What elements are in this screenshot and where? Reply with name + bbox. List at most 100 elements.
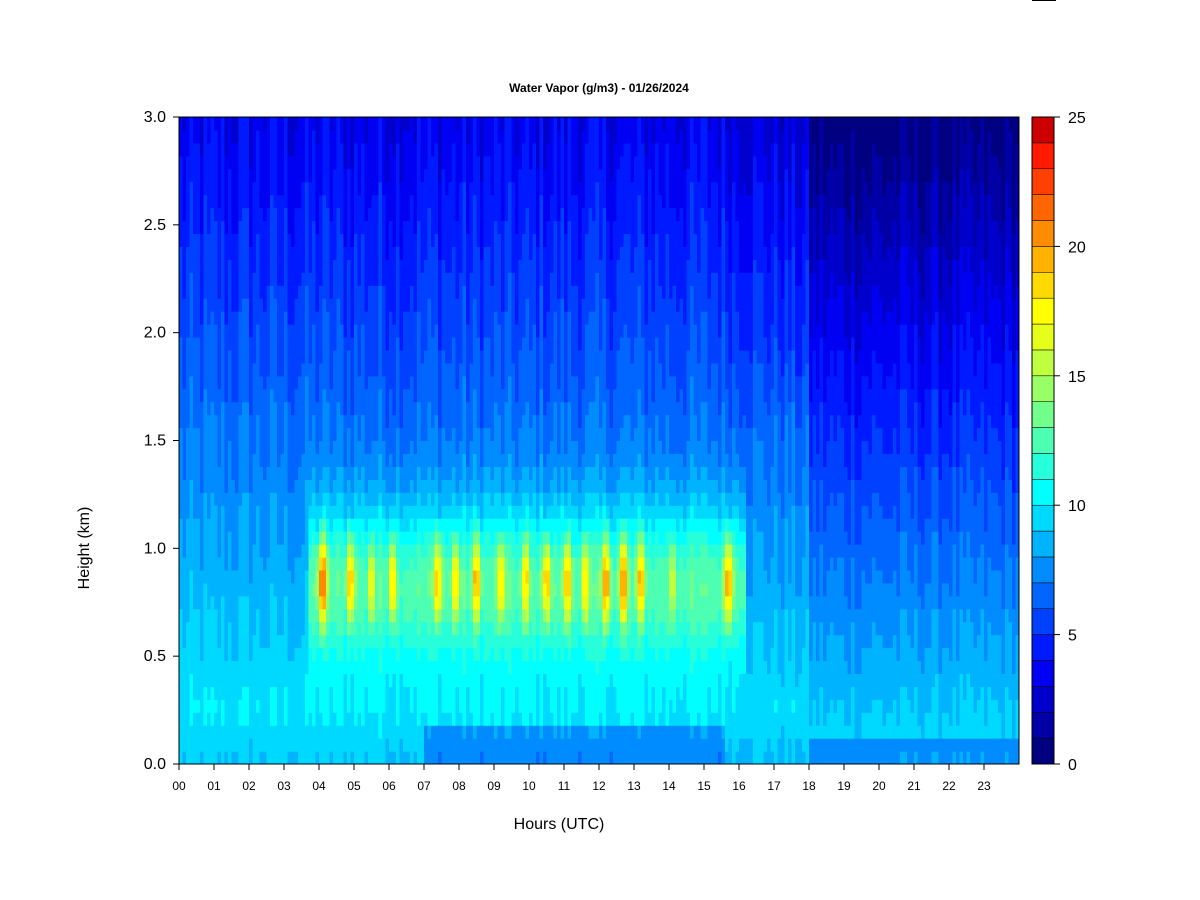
heatmap-cell xyxy=(291,233,296,247)
heatmap-cell xyxy=(287,117,292,131)
heatmap-cell xyxy=(214,608,219,623)
heatmap-cell xyxy=(228,634,233,649)
heatmap-cell xyxy=(431,427,436,442)
heatmap-cell xyxy=(469,660,474,675)
heatmap-cell xyxy=(459,725,464,739)
heatmap-cell xyxy=(228,155,233,170)
heatmap-cell xyxy=(294,712,299,726)
heatmap-cell xyxy=(452,414,457,429)
heatmap-cell xyxy=(350,427,355,442)
heatmap-cell xyxy=(210,401,215,416)
heatmap-cell xyxy=(504,427,509,442)
heatmap-cell xyxy=(284,259,289,273)
heatmap-cell xyxy=(469,129,474,144)
heatmap-cell xyxy=(420,220,425,235)
heatmap-cell xyxy=(371,699,376,713)
heatmap-cell xyxy=(406,129,411,144)
heatmap-cell xyxy=(235,492,240,506)
heatmap-cell xyxy=(315,168,320,183)
heatmap-cell xyxy=(469,401,474,416)
heatmap-cell xyxy=(343,479,348,493)
heatmap-cell xyxy=(480,751,485,764)
heatmap-cell xyxy=(522,556,527,571)
heatmap-cell xyxy=(287,621,292,636)
heatmap-cell xyxy=(364,311,369,325)
heatmap-cell xyxy=(273,207,278,222)
heatmap-cell xyxy=(203,427,208,442)
heatmap-cell xyxy=(508,751,513,764)
heatmap-cell xyxy=(361,479,366,493)
heatmap-cell xyxy=(298,375,303,390)
heatmap-cell xyxy=(399,479,404,493)
heatmap-cell xyxy=(217,712,222,726)
heatmap-cell xyxy=(371,518,376,532)
heatmap-cell xyxy=(270,595,275,610)
heatmap-cell xyxy=(308,647,313,662)
heatmap-cell xyxy=(497,712,502,726)
heatmap-cell xyxy=(336,427,341,442)
heatmap-cell xyxy=(522,375,527,390)
heatmap-cell xyxy=(189,336,194,351)
heatmap-cell xyxy=(413,285,418,299)
heatmap-cell xyxy=(501,194,506,209)
heatmap-cell xyxy=(273,194,278,209)
heatmap-cell xyxy=(329,142,334,157)
heatmap-cell xyxy=(490,117,495,131)
heatmap-cell xyxy=(406,272,411,286)
heatmap-cell xyxy=(273,453,278,467)
heatmap-cell xyxy=(214,220,219,235)
heatmap-cell xyxy=(301,492,306,506)
heatmap-cell xyxy=(371,298,376,312)
heatmap-cell xyxy=(452,660,457,675)
heatmap-cell xyxy=(410,129,415,144)
heatmap-cell xyxy=(466,440,471,455)
heatmap-cell xyxy=(434,647,439,662)
heatmap-cell xyxy=(494,362,499,377)
heatmap-cell xyxy=(336,207,341,222)
heatmap-cell xyxy=(448,181,453,196)
heatmap-cell xyxy=(238,155,243,170)
heatmap-cell xyxy=(340,388,345,403)
heatmap-cell xyxy=(399,569,404,584)
heatmap-cell xyxy=(277,518,282,532)
heatmap-cell xyxy=(238,388,243,403)
heatmap-cell xyxy=(459,466,464,480)
heatmap-cell xyxy=(256,168,261,183)
heatmap-cell xyxy=(494,298,499,312)
heatmap-cell xyxy=(308,272,313,286)
heatmap-cell xyxy=(501,660,506,675)
heatmap-cell xyxy=(298,647,303,662)
heatmap-cell xyxy=(280,311,285,325)
heatmap-cell xyxy=(473,311,478,325)
heatmap-cell xyxy=(466,401,471,416)
heatmap-cell xyxy=(497,608,502,623)
heatmap-cell xyxy=(399,751,404,764)
heatmap-cell xyxy=(434,375,439,390)
heatmap-cell xyxy=(242,311,247,325)
heatmap-cell xyxy=(364,531,369,545)
heatmap-cell xyxy=(259,207,264,222)
heatmap-cell xyxy=(396,181,401,196)
heatmap-cell xyxy=(522,362,527,377)
heatmap-cell xyxy=(270,479,275,493)
heatmap-cell xyxy=(224,142,229,157)
heatmap-cell xyxy=(298,298,303,312)
heatmap-cell xyxy=(326,453,331,467)
heatmap-cell xyxy=(501,427,506,442)
heatmap-cell xyxy=(354,518,359,532)
heatmap-cell xyxy=(277,440,282,455)
heatmap-cell xyxy=(347,569,352,584)
heatmap-cell xyxy=(466,181,471,196)
heatmap-cell xyxy=(326,699,331,713)
heatmap-cell xyxy=(203,544,208,558)
heatmap-cell xyxy=(315,582,320,597)
heatmap-cell xyxy=(277,298,282,312)
heatmap-cell xyxy=(259,492,264,506)
heatmap-cell xyxy=(427,272,432,286)
heatmap-cell xyxy=(287,233,292,247)
heatmap-cell xyxy=(508,142,513,157)
heatmap-cell xyxy=(431,155,436,170)
heatmap-cell xyxy=(291,246,296,260)
heatmap-cell xyxy=(466,673,471,687)
heatmap-cell xyxy=(203,492,208,506)
